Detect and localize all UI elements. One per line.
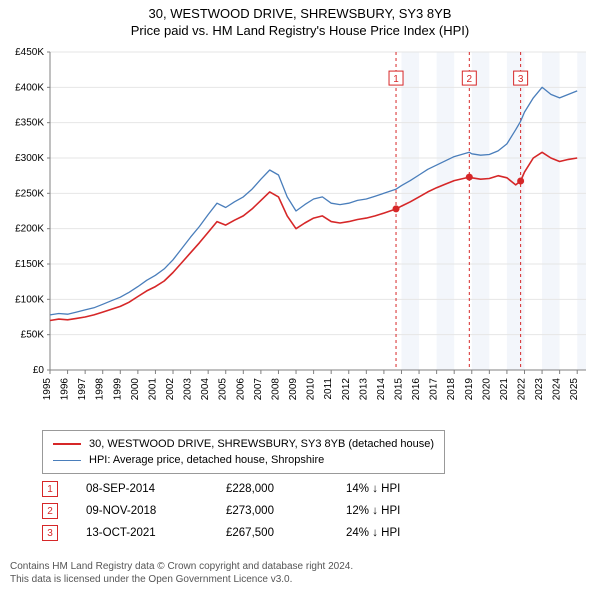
svg-text:2004: 2004 bbox=[200, 378, 211, 401]
svg-text:2017: 2017 bbox=[429, 378, 440, 401]
svg-text:1999: 1999 bbox=[112, 378, 123, 401]
sales-row: 3 13-OCT-2021£267,50024% ↓ HPI bbox=[42, 522, 446, 544]
line-chart: £0 £50K £100K £150K £200K £250K £300K £350K £400… bbox=[0, 44, 600, 424]
sale-date: 08-SEP-2014 bbox=[86, 483, 226, 495]
page: 30, WESTWOOD DRIVE, SHREWSBURY, SY3 8YB … bbox=[0, 0, 600, 590]
sale-marker-icon: 3 bbox=[42, 525, 58, 541]
svg-text:2000: 2000 bbox=[130, 378, 141, 401]
legend-label: HPI: Average price, detached house, Shro… bbox=[89, 452, 324, 468]
sale-date: 09-NOV-2018 bbox=[86, 505, 226, 517]
svg-text:£200K: £200K bbox=[15, 224, 44, 235]
sale-price: £273,000 bbox=[226, 505, 346, 517]
svg-text:2015: 2015 bbox=[393, 378, 404, 401]
svg-text:1: 1 bbox=[393, 74, 399, 85]
sale-date: 13-OCT-2021 bbox=[86, 527, 226, 539]
chart-title: 30, WESTWOOD DRIVE, SHREWSBURY, SY3 8YB bbox=[0, 0, 600, 21]
sales-table: 1 08-SEP-2014£228,00014% ↓ HPI 2 09-NOV-201… bbox=[42, 478, 446, 544]
svg-text:2023: 2023 bbox=[534, 378, 545, 401]
svg-text:£250K: £250K bbox=[15, 188, 44, 199]
svg-text:1997: 1997 bbox=[77, 378, 88, 401]
legend-label: 30, WESTWOOD DRIVE, SHREWSBURY, SY3 8YB … bbox=[89, 436, 434, 452]
svg-text:2003: 2003 bbox=[183, 378, 194, 401]
svg-text:2019: 2019 bbox=[464, 378, 475, 401]
sale-price: £267,500 bbox=[226, 527, 346, 539]
svg-text:1998: 1998 bbox=[95, 378, 106, 401]
svg-text:£150K: £150K bbox=[15, 259, 44, 270]
svg-text:2001: 2001 bbox=[147, 378, 158, 401]
legend-swatch bbox=[53, 460, 81, 461]
svg-text:2018: 2018 bbox=[446, 378, 457, 401]
sale-price: £228,000 bbox=[226, 483, 346, 495]
svg-text:2010: 2010 bbox=[306, 378, 317, 401]
svg-text:£0: £0 bbox=[33, 365, 45, 376]
chart-area: £0 £50K £100K £150K £200K £250K £300K £350K £400… bbox=[0, 44, 600, 424]
svg-text:2: 2 bbox=[467, 74, 473, 85]
sale-marker-icon: 2 bbox=[42, 503, 58, 519]
legend-swatch bbox=[53, 443, 81, 445]
sales-row: 2 09-NOV-2018£273,00012% ↓ HPI bbox=[42, 500, 446, 522]
svg-text:2007: 2007 bbox=[253, 378, 264, 401]
svg-text:£400K: £400K bbox=[15, 82, 44, 93]
svg-text:2020: 2020 bbox=[481, 378, 492, 401]
sale-vs-hpi: 14% ↓ HPI bbox=[346, 483, 446, 495]
footer-line-1: Contains HM Land Registry data © Crown c… bbox=[10, 560, 353, 573]
svg-text:2025: 2025 bbox=[569, 378, 580, 401]
svg-text:2016: 2016 bbox=[411, 378, 422, 401]
footer-line-2: This data is licensed under the Open Gov… bbox=[10, 573, 353, 586]
svg-text:2022: 2022 bbox=[516, 378, 527, 401]
svg-text:£350K: £350K bbox=[15, 118, 44, 129]
sales-row: 1 08-SEP-2014£228,00014% ↓ HPI bbox=[42, 478, 446, 500]
svg-text:£450K: £450K bbox=[15, 47, 44, 58]
footer-attribution: Contains HM Land Registry data © Crown c… bbox=[10, 560, 353, 586]
svg-text:2008: 2008 bbox=[270, 378, 281, 401]
svg-text:2011: 2011 bbox=[323, 378, 334, 400]
svg-text:2014: 2014 bbox=[376, 378, 387, 401]
svg-text:2006: 2006 bbox=[235, 378, 246, 401]
sale-marker-icon: 1 bbox=[42, 481, 58, 497]
svg-text:2002: 2002 bbox=[165, 378, 176, 401]
legend: 30, WESTWOOD DRIVE, SHREWSBURY, SY3 8YB … bbox=[42, 430, 445, 474]
sale-vs-hpi: 24% ↓ HPI bbox=[346, 527, 446, 539]
svg-text:£50K: £50K bbox=[21, 330, 45, 341]
svg-text:2005: 2005 bbox=[218, 378, 229, 401]
chart-subtitle: Price paid vs. HM Land Registry's House … bbox=[0, 21, 600, 38]
svg-text:2013: 2013 bbox=[358, 378, 369, 401]
svg-text:£300K: £300K bbox=[15, 153, 44, 164]
svg-text:1995: 1995 bbox=[42, 378, 53, 401]
sale-vs-hpi: 12% ↓ HPI bbox=[346, 505, 446, 517]
svg-text:2024: 2024 bbox=[552, 378, 563, 401]
svg-text:2009: 2009 bbox=[288, 378, 299, 401]
svg-text:1996: 1996 bbox=[60, 378, 71, 401]
svg-text:2021: 2021 bbox=[499, 378, 510, 401]
svg-text:£100K: £100K bbox=[15, 294, 44, 305]
legend-row: HPI: Average price, detached house, Shro… bbox=[53, 452, 434, 468]
svg-text:3: 3 bbox=[518, 74, 524, 85]
legend-row: 30, WESTWOOD DRIVE, SHREWSBURY, SY3 8YB … bbox=[53, 436, 434, 452]
svg-text:2012: 2012 bbox=[341, 378, 352, 401]
